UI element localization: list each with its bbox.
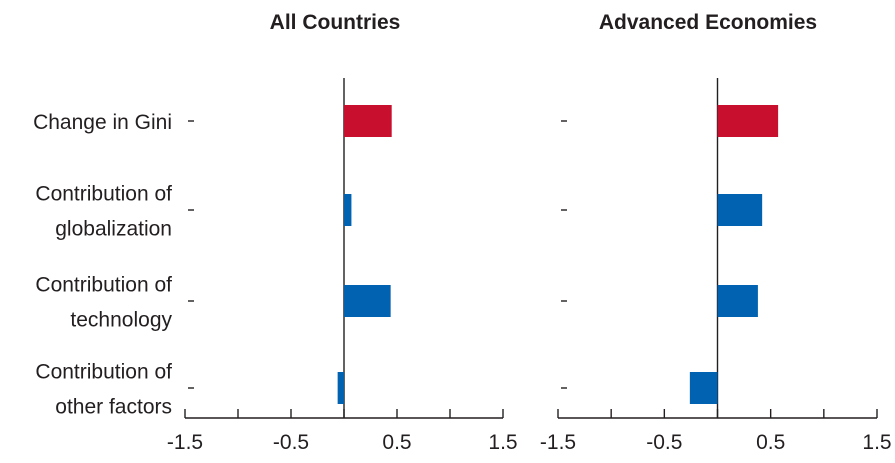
bar (337, 372, 344, 404)
x-tick-label: 1.5 (488, 431, 517, 454)
x-tick-label: -1.5 (540, 431, 576, 454)
bar (717, 285, 758, 317)
category-label: Contribution of (35, 183, 172, 206)
x-tick-label: 0.5 (756, 431, 785, 454)
category-label: technology (70, 309, 172, 332)
bar (689, 372, 718, 404)
x-tick-label: -1.5 (167, 431, 203, 454)
bar (717, 105, 779, 137)
x-tick-label: -0.5 (273, 431, 309, 454)
category-label: Contribution of (35, 361, 172, 384)
panel-title: Advanced Economies (599, 11, 817, 34)
x-tick-label: 1.5 (862, 431, 891, 454)
category-label: Change in Gini (33, 111, 172, 134)
category-label: other factors (55, 396, 172, 419)
bar (717, 194, 763, 226)
bar (344, 105, 392, 137)
bar (344, 194, 352, 226)
x-tick-label: -0.5 (646, 431, 682, 454)
category-label: Contribution of (35, 274, 172, 297)
x-tick-label: 0.5 (382, 431, 411, 454)
panel-title: All Countries (270, 11, 401, 34)
bar (344, 285, 391, 317)
category-label: globalization (55, 218, 172, 241)
